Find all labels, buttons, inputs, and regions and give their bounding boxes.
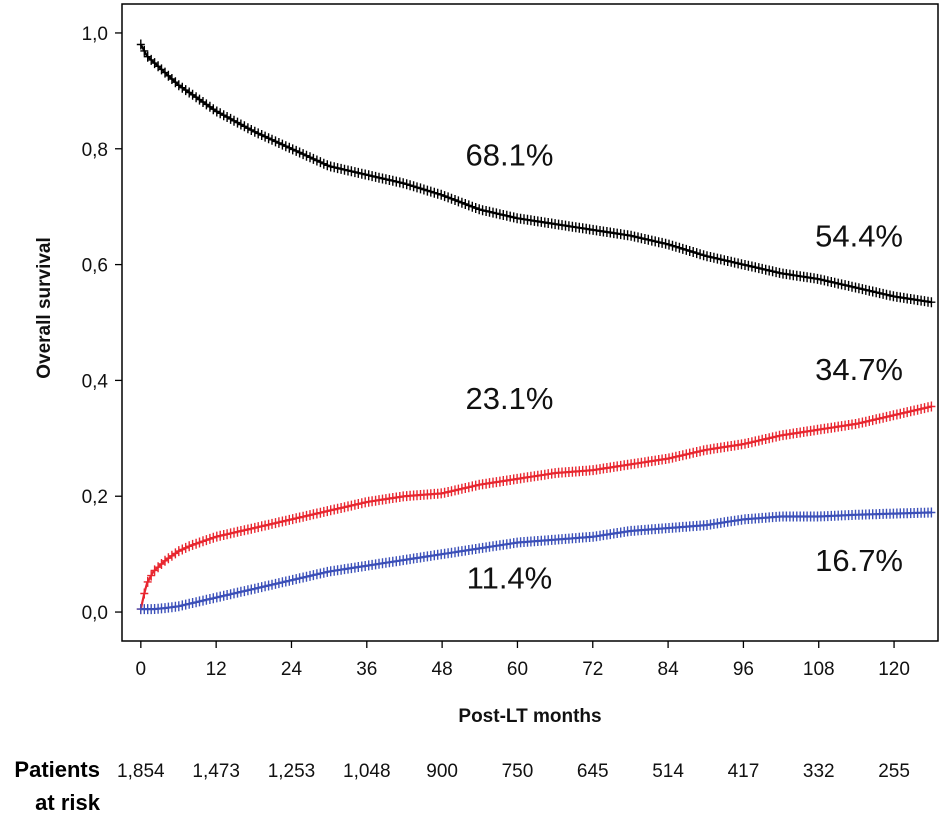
y-tick-label: 0,6	[82, 256, 108, 277]
percent-annotation: 23.1%	[465, 381, 553, 416]
x-tick-label: 24	[281, 659, 303, 680]
x-tick-label: 96	[733, 659, 754, 680]
x-tick-label: 60	[507, 659, 528, 680]
risk-value: 1,253	[268, 761, 316, 782]
risk-table-values: 1,854 1,473 1,253 1,048 900 750 645 514 417 332 25…	[117, 761, 910, 782]
risk-value: 417	[728, 761, 760, 782]
risk-value: 750	[502, 761, 534, 782]
x-tick-label: 108	[803, 659, 835, 680]
x-tick-label: 72	[582, 659, 603, 680]
risk-value: 900	[426, 761, 458, 782]
y-tick-label: 0,0	[82, 603, 108, 624]
y-tick-label: 0,4	[82, 371, 109, 392]
x-tick-label: 120	[878, 659, 910, 680]
x-tick-label: 0	[136, 659, 147, 680]
y-tick-label: 0,8	[82, 140, 108, 161]
percent-annotation: 11.4%	[467, 560, 553, 595]
y-tick-label: 0,2	[82, 487, 108, 508]
risk-value: 514	[652, 761, 684, 782]
x-tick-label: 84	[658, 659, 680, 680]
x-tick-label: 48	[432, 659, 453, 680]
percent-annotation: 16.7%	[815, 543, 903, 578]
risk-table-label-line2: at risk	[35, 790, 101, 815]
risk-table-label-line1: Patients	[14, 757, 100, 782]
y-axis-title: Overall survival	[34, 237, 55, 379]
x-tick-label: 36	[356, 659, 377, 680]
y-tick-label: 1,0	[82, 24, 108, 45]
percent-annotation: 54.4%	[815, 219, 903, 254]
risk-value: 1,473	[192, 761, 240, 782]
x-tick-label: 12	[206, 659, 227, 680]
percent-annotation: 34.7%	[815, 352, 903, 387]
risk-value: 1,048	[343, 761, 391, 782]
risk-value: 645	[577, 761, 609, 782]
percent-annotation: 68.1%	[465, 138, 553, 173]
risk-value: 255	[878, 761, 910, 782]
risk-value: 1,854	[117, 761, 165, 782]
risk-value: 332	[803, 761, 835, 782]
x-axis-title: Post-LT months	[458, 706, 601, 727]
